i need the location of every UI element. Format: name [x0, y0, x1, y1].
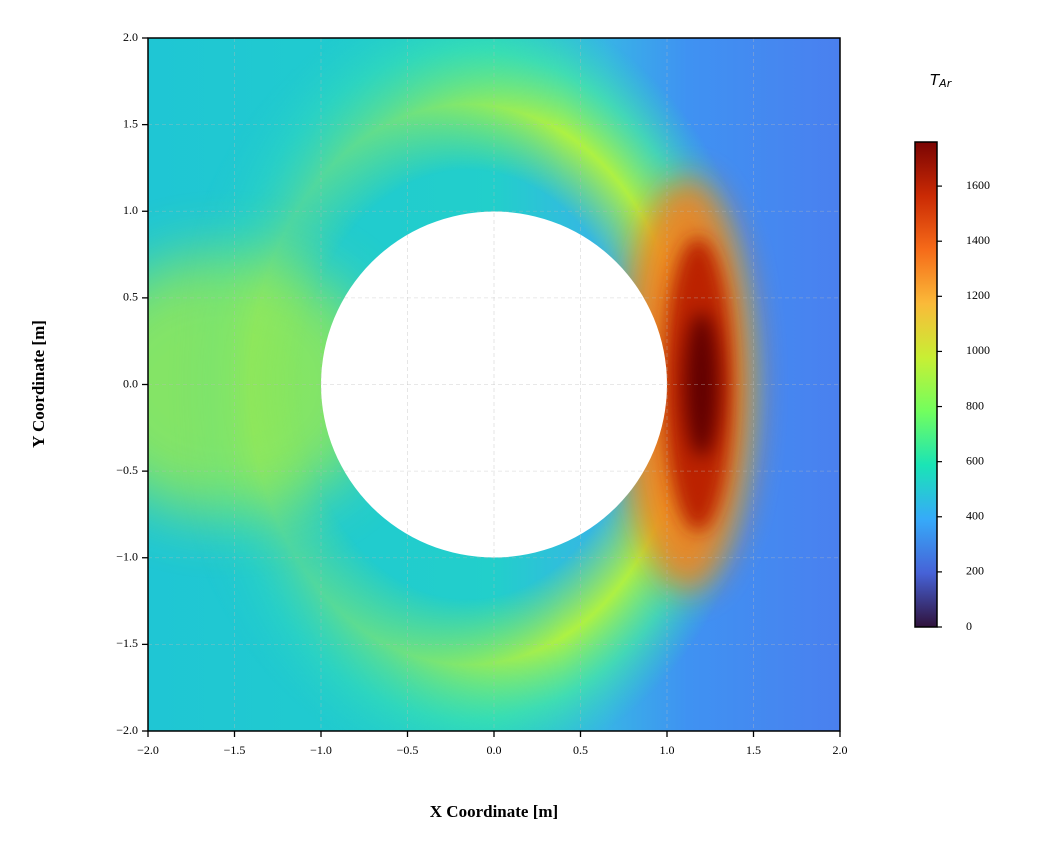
y-tick-label: −0.5 — [116, 463, 138, 477]
x-tick-label: −1.5 — [224, 743, 246, 757]
colorbar — [914, 141, 938, 628]
cylinder — [321, 211, 667, 558]
plot-frame — [147, 37, 841, 732]
x-tick-label: 1.0 — [660, 743, 675, 757]
colorbar-tick-label: 200 — [966, 564, 984, 578]
y-tick-label: 2.0 — [123, 30, 138, 44]
colorbar-tick-label: 1600 — [966, 178, 990, 192]
colorbar-tick-label: 0 — [966, 619, 972, 633]
y-tick-label: −2.0 — [116, 723, 138, 737]
shock-core — [684, 311, 719, 458]
x-tick-label: 0.5 — [573, 743, 588, 757]
y-axis-label: Y Coordinate [m] — [29, 320, 48, 448]
y-tick-label: 1.5 — [123, 116, 138, 130]
colorbar-label-main: T — [930, 71, 941, 89]
x-tick-label: 1.5 — [746, 743, 761, 757]
y-tick-label: 1.0 — [123, 203, 138, 217]
x-axis-label: X Coordinate [m] — [430, 802, 558, 821]
colorbar-label: TAr — [930, 71, 953, 91]
y-tick-label: −1.5 — [116, 636, 138, 650]
colorbar-label-sub: Ar — [938, 77, 953, 90]
y-tick-label: 0.5 — [123, 290, 138, 304]
x-tick-label: 0.0 — [487, 743, 502, 757]
temperature-field — [148, 38, 840, 731]
x-tick-label: −1.0 — [310, 743, 332, 757]
colorbar-tick-label: 400 — [966, 509, 984, 523]
x-tick-label: 2.0 — [833, 743, 848, 757]
y-tick-label: 0.0 — [123, 376, 138, 390]
colorbar-tick-label: 1400 — [966, 233, 990, 247]
x-tick-label: −2.0 — [137, 743, 159, 757]
colorbar-tick-label: 1200 — [966, 288, 990, 302]
y-tick-label: −1.0 — [116, 550, 138, 564]
x-tick-label: −0.5 — [397, 743, 419, 757]
colorbar-tick-label: 800 — [966, 398, 984, 412]
colorbar-tick-label: 1000 — [966, 343, 990, 357]
colorbar-tick-label: 600 — [966, 453, 984, 467]
